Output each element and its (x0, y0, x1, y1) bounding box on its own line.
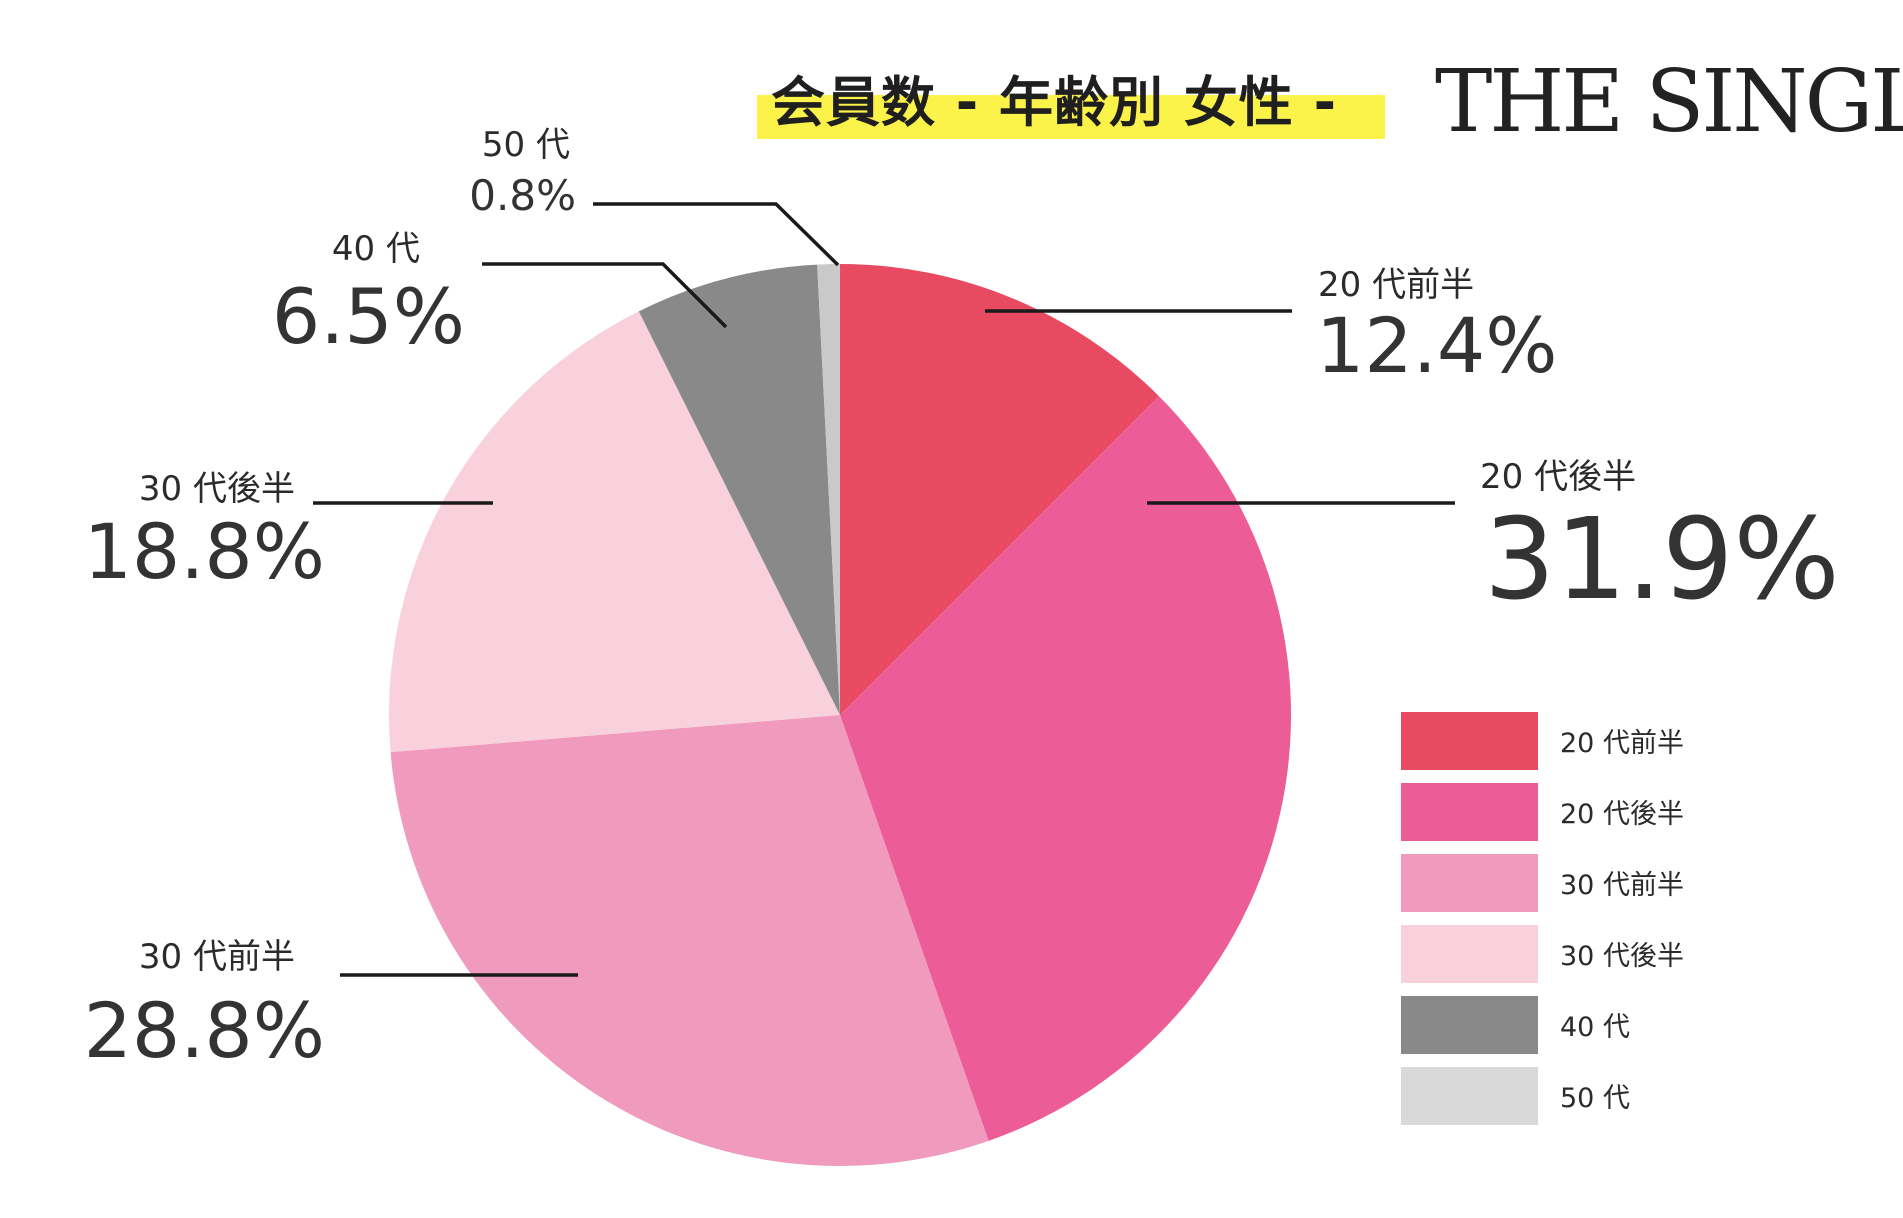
legend-label-2: 30 代前半 (1560, 870, 1684, 901)
slice-label-4: 40 代 (332, 229, 420, 269)
pie-slice-3 (389, 311, 840, 753)
brand-logo: THE SINGLE (1435, 52, 1903, 152)
slice-label-3: 30 代後半 (139, 469, 295, 509)
pie-slice-5 (817, 264, 840, 715)
slice-value-0: 12.4% (1316, 301, 1557, 390)
leader-line-4 (482, 262, 728, 329)
pie-slice-1 (840, 396, 1292, 1141)
slice-value-3: 18.8% (84, 507, 325, 596)
pie-slice-4 (638, 264, 840, 715)
title-highlight (757, 95, 1385, 139)
legend-swatch-0 (1401, 712, 1538, 770)
slice-label-1: 20 代後半 (1480, 457, 1636, 497)
leader-line-5 (593, 202, 840, 267)
legend-label-0: 20 代前半 (1560, 728, 1684, 759)
legend-swatch-1 (1401, 783, 1538, 841)
slice-value-4: 6.5% (272, 272, 465, 361)
slice-value-1: 31.9% (1484, 495, 1840, 625)
legend-label-4: 40 代 (1560, 1012, 1630, 1043)
chart-title: 会員数 - 年齢別 女性 - (771, 71, 1338, 134)
legend-label-3: 30 代後半 (1560, 941, 1684, 972)
legend-swatch-5 (1401, 1067, 1538, 1125)
slice-value-2: 28.8% (84, 986, 325, 1075)
slice-label-0: 20 代前半 (1318, 265, 1474, 305)
legend-swatch-4 (1401, 996, 1538, 1054)
legend-label-5: 50 代 (1560, 1083, 1630, 1114)
pie-slice-2 (390, 715, 989, 1167)
legend-swatch-3 (1401, 925, 1538, 983)
slice-label-2: 30 代前半 (139, 937, 295, 977)
chart-title-block: 会員数 - 年齢別 女性 - (757, 56, 1385, 142)
slice-value-5: 0.8% (469, 171, 576, 220)
legend-label-1: 20 代後半 (1560, 799, 1684, 830)
legend-swatch-2 (1401, 854, 1538, 912)
pie-slice-0 (840, 264, 1159, 715)
slice-label-5: 50 代 (482, 125, 570, 165)
